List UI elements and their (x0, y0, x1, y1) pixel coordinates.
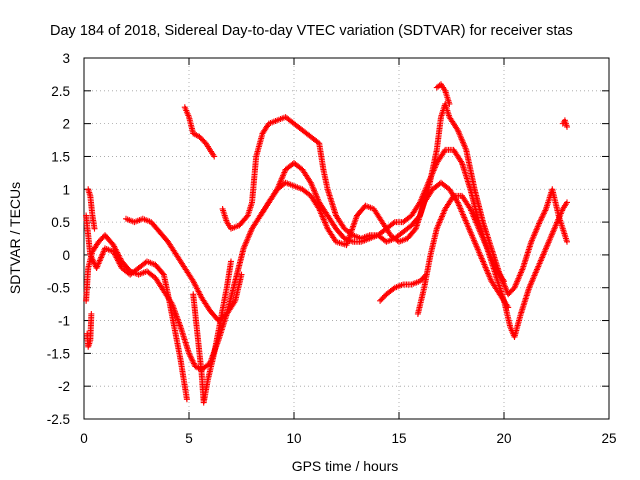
data-point (91, 225, 98, 232)
data-point (88, 310, 95, 317)
y-tick-label: -2 (58, 379, 70, 394)
y-tick-label: -1.5 (47, 346, 70, 361)
y-tick-label: -1 (58, 314, 70, 329)
x-tick-label: 15 (391, 431, 406, 446)
y-tick-label: 0 (62, 248, 70, 263)
y-tick-label: 2.5 (51, 84, 70, 99)
y-axis-label: SDTVAR / TECUs (7, 182, 23, 294)
data-point (446, 100, 453, 107)
y-tick-label: 1.5 (51, 149, 70, 164)
data-point (564, 199, 570, 206)
data-point (228, 258, 234, 265)
axis-ticks: -2.5 -2 -1.5 -1 -0.5 0 0.5 1 1.5 2 2.5 3 0 5 10 15 20 25 (47, 51, 617, 446)
data-point (501, 278, 507, 285)
x-tick-label: 25 (601, 431, 616, 446)
x-tick-label: 20 (496, 431, 511, 446)
chart-title: Day 184 of 2018, Sidereal Day-to-day VTE… (50, 23, 573, 39)
y-tick-label: 1 (62, 182, 70, 197)
data-point (390, 220, 397, 227)
data-point (211, 153, 218, 160)
data-point (390, 285, 397, 292)
data-point (505, 304, 512, 311)
y-tick-label: -0.5 (47, 281, 70, 296)
y-tick-label: 0.5 (51, 215, 70, 230)
data-point (159, 270, 166, 277)
y-tick-label: 3 (62, 51, 70, 66)
y-tick-label: -2.5 (47, 412, 70, 427)
y-tick-label: 2 (62, 117, 70, 132)
data-point (564, 238, 570, 245)
x-tick-label: 0 (80, 431, 88, 446)
data-point (183, 396, 190, 403)
x-tick-label: 5 (185, 431, 193, 446)
x-axis-label: GPS time / hours (292, 458, 399, 474)
data-points (83, 81, 570, 406)
data-point (564, 123, 570, 130)
x-tick-label: 10 (286, 431, 301, 446)
plot-frame (83, 57, 610, 420)
data-point (238, 271, 245, 278)
